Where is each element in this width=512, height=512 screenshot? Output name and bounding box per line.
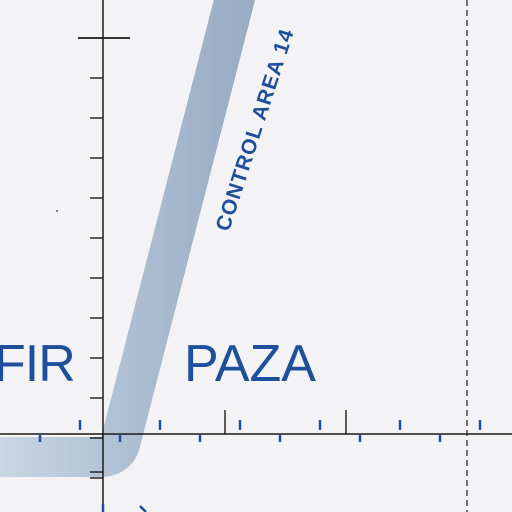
boundary-marks [38, 420, 482, 512]
horizontal-ticks [224, 410, 347, 434]
map-dot [56, 210, 58, 212]
boundary-mark [139, 505, 147, 512]
area-name-label: PAZA [184, 335, 316, 393]
fir-label: FIR [0, 335, 76, 393]
vertical-ticks [90, 77, 103, 479]
